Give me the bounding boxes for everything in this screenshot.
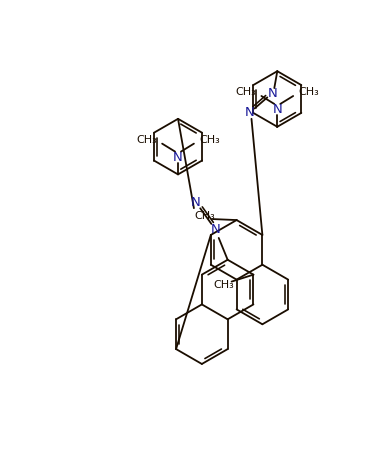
Text: N: N [173, 151, 183, 164]
Text: CH₃: CH₃ [194, 211, 215, 221]
Text: N: N [245, 106, 254, 119]
Text: CH₃: CH₃ [213, 280, 234, 290]
Text: N: N [211, 223, 220, 236]
Text: CH₃: CH₃ [136, 135, 157, 145]
Text: CH₃: CH₃ [199, 135, 220, 145]
Text: CH₃: CH₃ [299, 87, 319, 97]
Text: N: N [191, 196, 201, 209]
Text: N: N [272, 103, 282, 117]
Text: CH₃: CH₃ [235, 87, 256, 97]
Text: N: N [268, 86, 277, 100]
